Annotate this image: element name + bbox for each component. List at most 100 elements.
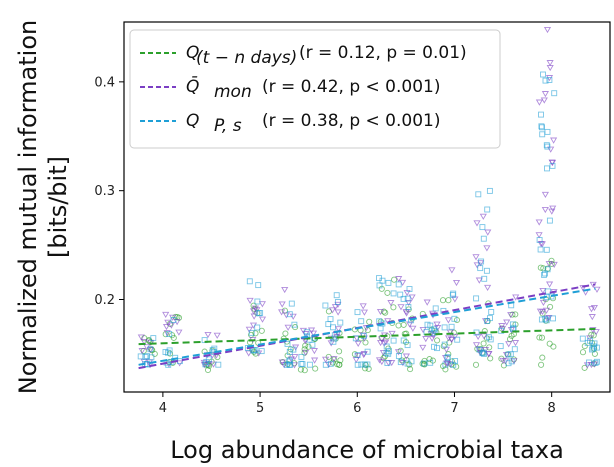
ps-point bbox=[322, 302, 329, 309]
t_n_days-point bbox=[538, 334, 546, 341]
mon-point bbox=[395, 276, 403, 283]
mon-point bbox=[409, 325, 417, 332]
ps-point bbox=[384, 360, 391, 366]
mon-point bbox=[592, 329, 600, 336]
ps-point bbox=[248, 329, 255, 336]
ps-point bbox=[481, 275, 488, 282]
mon-point bbox=[593, 286, 601, 293]
mon-point bbox=[405, 299, 413, 307]
mon-point bbox=[479, 213, 487, 220]
mon-point bbox=[408, 294, 416, 301]
mon-point bbox=[423, 299, 431, 306]
ps-point bbox=[544, 165, 550, 172]
ps-point bbox=[432, 305, 439, 312]
mon-point bbox=[175, 329, 183, 336]
mon-point bbox=[535, 219, 543, 226]
mon-point bbox=[548, 159, 557, 167]
mon-point bbox=[545, 261, 553, 268]
ps-point bbox=[592, 359, 599, 366]
ps-point bbox=[286, 357, 293, 364]
ps-point bbox=[309, 341, 316, 348]
mon-point bbox=[550, 261, 558, 268]
ps-point bbox=[505, 360, 512, 367]
mon-point bbox=[483, 245, 491, 252]
ps-point bbox=[385, 350, 392, 357]
mon-point bbox=[446, 329, 454, 336]
mon-point bbox=[163, 330, 171, 337]
mon-point bbox=[394, 349, 403, 356]
ps-point bbox=[400, 337, 407, 344]
ps-point bbox=[480, 349, 487, 356]
mon-point bbox=[377, 339, 385, 347]
legend-subscript-t_n_days: (t − n days) bbox=[196, 48, 297, 68]
mon-point bbox=[539, 299, 547, 306]
mon-point bbox=[498, 323, 506, 330]
mon-point bbox=[311, 357, 319, 364]
t_n_days-point bbox=[590, 332, 597, 339]
t_n_days-point bbox=[384, 289, 391, 296]
ps-point bbox=[579, 335, 586, 342]
mon-point bbox=[539, 287, 547, 295]
mon-point bbox=[299, 327, 307, 334]
mon-point bbox=[541, 91, 549, 98]
t_n_days-point bbox=[445, 297, 452, 304]
t_n_days-point bbox=[301, 346, 308, 353]
mon-point bbox=[167, 322, 175, 329]
mon-point bbox=[484, 284, 492, 291]
ps-point bbox=[330, 324, 336, 331]
mon-point bbox=[474, 333, 482, 340]
t_n_days-point bbox=[440, 343, 447, 350]
mon-point bbox=[162, 311, 170, 318]
ps-point bbox=[354, 352, 361, 359]
ps-point bbox=[485, 334, 492, 341]
mon-point bbox=[379, 349, 387, 357]
ps-point bbox=[543, 142, 550, 149]
legend-stats-t_n_days: (r = 0.12, p = 0.01) bbox=[299, 43, 467, 63]
mon-point bbox=[376, 308, 385, 316]
ps-point bbox=[542, 315, 549, 322]
ps-point bbox=[404, 295, 411, 302]
ps-point bbox=[586, 359, 592, 366]
ps-point bbox=[434, 345, 440, 352]
t_n_days-point bbox=[538, 361, 545, 368]
mon-point bbox=[384, 318, 392, 325]
t_n_days-point bbox=[445, 351, 452, 358]
t_n_days-point bbox=[337, 357, 344, 364]
ps-point bbox=[164, 349, 171, 356]
mon-point bbox=[507, 312, 515, 319]
ps-point bbox=[542, 77, 549, 84]
ps-point bbox=[254, 298, 261, 305]
y-axis-label-line2: [bits/bit] bbox=[44, 156, 72, 258]
ps-point bbox=[593, 358, 600, 365]
mon-point bbox=[511, 340, 520, 347]
t_n_days-point bbox=[362, 339, 369, 346]
ps-point bbox=[286, 358, 293, 365]
ps-point bbox=[137, 353, 144, 360]
ps-point bbox=[448, 323, 455, 330]
ps-point bbox=[486, 187, 493, 194]
mon-point bbox=[250, 313, 258, 320]
ps-point bbox=[405, 304, 412, 310]
t_n_days-point bbox=[390, 304, 397, 311]
ps-point bbox=[550, 315, 556, 322]
mon-point bbox=[360, 309, 368, 316]
t_n_days-point bbox=[550, 343, 557, 350]
mon-point bbox=[375, 357, 384, 364]
ps-point bbox=[327, 316, 334, 323]
mon-point bbox=[354, 340, 362, 347]
mon-point bbox=[422, 336, 430, 343]
ps-point bbox=[549, 162, 556, 169]
t_n_days-point bbox=[548, 257, 555, 264]
ps-point bbox=[215, 361, 222, 368]
ps-point bbox=[442, 361, 449, 368]
mon-point bbox=[546, 281, 554, 288]
ps-point bbox=[337, 319, 344, 326]
mon-point bbox=[406, 321, 414, 328]
mon-point bbox=[258, 316, 267, 323]
ps-point bbox=[406, 286, 413, 292]
x-tick-label: 8 bbox=[548, 401, 556, 416]
mon-point bbox=[291, 354, 299, 361]
ps-point bbox=[408, 358, 415, 365]
mon-point bbox=[302, 349, 310, 356]
mon-point bbox=[359, 303, 367, 310]
